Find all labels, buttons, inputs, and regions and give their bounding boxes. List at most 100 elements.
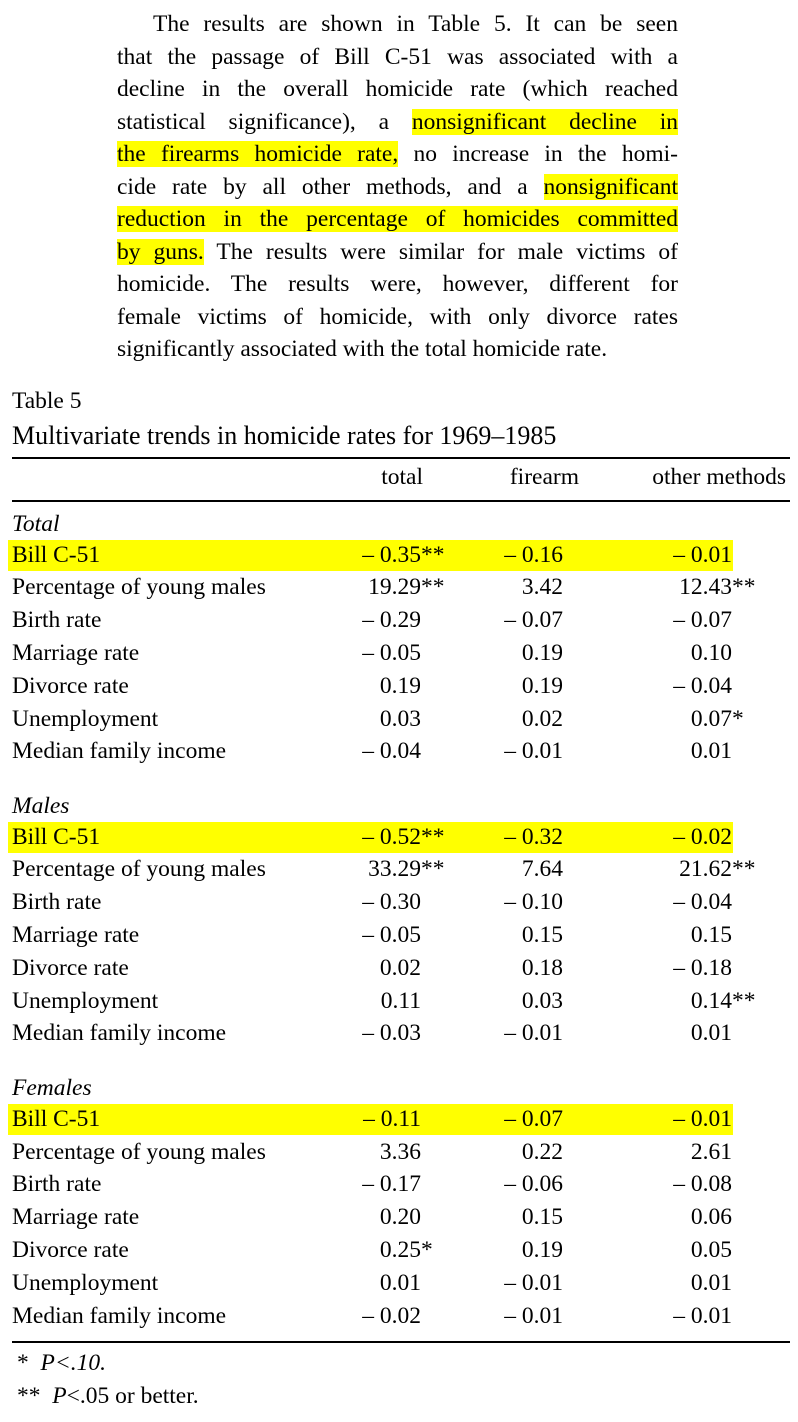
paragraph-line: reduction in the percentage of homicides… bbox=[117, 203, 678, 236]
row-label: Divorce rate bbox=[12, 1236, 129, 1263]
value-cell: – 0.30 bbox=[362, 887, 421, 918]
value: 0.07 bbox=[690, 705, 732, 732]
value: – 0.08 bbox=[673, 1171, 732, 1198]
value-cell: – 0.07 bbox=[504, 1104, 563, 1135]
value-cell: – 0.04 bbox=[673, 671, 732, 702]
value: – 0.29 bbox=[362, 607, 421, 634]
value-cell: 3.42 bbox=[522, 572, 563, 603]
value: 0.25 bbox=[379, 1236, 421, 1263]
paragraph-line: The results are shown in Table 5. It can… bbox=[117, 8, 678, 41]
section-heading: Females bbox=[0, 1073, 798, 1104]
footnote-2: ** P<.05 or better. bbox=[17, 1383, 199, 1410]
table-row: Percentage of young males 3.36 0.22 2.61 bbox=[0, 1137, 798, 1168]
value-cell: – 0.11 bbox=[363, 1104, 421, 1135]
column-header-firearm: firearm bbox=[509, 464, 579, 490]
value: – 0.01 bbox=[504, 1020, 563, 1047]
row-label: Median family income bbox=[12, 1020, 227, 1047]
value-cell: – 0.18 bbox=[673, 953, 732, 984]
row-label: Divorce rate bbox=[12, 954, 129, 981]
value: 21.62 bbox=[679, 856, 732, 883]
paragraph-line: cide rate by all other methods, and a no… bbox=[117, 171, 678, 204]
value-cell: – 0.52 ** bbox=[362, 822, 444, 853]
paragraph-line: statistical significance), a nonsignific… bbox=[117, 106, 679, 139]
text-segment: that the passage of Bill C-51 was associ… bbox=[117, 43, 678, 70]
value-cell: 0.22 bbox=[522, 1137, 563, 1168]
value-cell: – 0.07 bbox=[504, 605, 563, 636]
value-cell: – 0.01 bbox=[504, 1268, 563, 1299]
table-row: Marriage rate – 0.05 0.19 0.10 bbox=[0, 638, 798, 669]
value-cell: 0.01 bbox=[380, 1268, 421, 1299]
text-segment: decline in the overall homicide rate (wh… bbox=[117, 76, 678, 102]
value-cell: – 0.02 bbox=[362, 1301, 421, 1332]
value: 0.03 bbox=[379, 705, 421, 732]
table-row: Birth rate – 0.29 – 0.07 – 0.07 bbox=[0, 605, 798, 636]
highlighted-text: the firearms homicide rate, bbox=[117, 141, 399, 167]
value: – 0.16 bbox=[504, 541, 563, 568]
value-cell: – 0.03 bbox=[362, 1018, 421, 1049]
table-label: Table 5 bbox=[12, 388, 82, 414]
row-label: Unemployment bbox=[12, 1269, 159, 1296]
value-cell: 7.64 bbox=[522, 854, 563, 885]
highlighted-text: by guns. bbox=[117, 238, 204, 265]
value-cell: 0.19 bbox=[522, 1235, 563, 1266]
table-row: Divorce rate 0.19 0.19 – 0.04 bbox=[0, 671, 798, 702]
value: 0.01 bbox=[690, 1269, 732, 1296]
value-cell: – 0.32 bbox=[504, 822, 563, 853]
section-name: Females bbox=[12, 1075, 92, 1102]
row-label: Divorce rate bbox=[12, 672, 129, 699]
value: 12.43 bbox=[679, 574, 732, 601]
value-cell: 0.15 bbox=[522, 920, 563, 951]
value: 7.64 bbox=[521, 856, 563, 883]
value-cell: 33.29 ** bbox=[368, 854, 444, 885]
table-row: Median family income – 0.04 – 0.01 0.01 bbox=[0, 736, 798, 767]
value: – 0.32 bbox=[504, 823, 563, 850]
value: 0.02 bbox=[521, 705, 563, 732]
value-cell: – 0.35 ** bbox=[362, 540, 444, 571]
table-row: Median family income – 0.03 – 0.01 0.01 bbox=[0, 1018, 798, 1049]
footnote-text: P<.10. bbox=[40, 1350, 106, 1376]
value-cell: 19.29 ** bbox=[368, 572, 444, 603]
value: 19.29 bbox=[368, 574, 421, 601]
row-label: Percentage of young males bbox=[12, 1138, 266, 1165]
value: 0.14 bbox=[690, 987, 732, 1014]
value-cell: 0.03 bbox=[380, 704, 421, 735]
row-label: Percentage of young males bbox=[12, 574, 266, 601]
value: – 0.17 bbox=[362, 1171, 421, 1198]
column-header-total: total bbox=[381, 464, 423, 490]
value-cell: – 0.06 bbox=[504, 1169, 563, 1200]
text-segment: female victims of homicide, with only di… bbox=[117, 303, 678, 330]
table-row: Divorce rate 0.02 0.18 – 0.18 bbox=[0, 953, 798, 984]
column-header-other-methods: other methods bbox=[652, 464, 786, 490]
row-label: Birth rate bbox=[12, 889, 102, 916]
value-cell: 0.02 bbox=[380, 953, 421, 984]
value: 2.61 bbox=[690, 1138, 732, 1165]
value-cell: 0.19 bbox=[380, 671, 421, 702]
value-cell: – 0.29 bbox=[362, 605, 421, 636]
section-name: Total bbox=[12, 511, 60, 537]
value: 0.19 bbox=[521, 672, 563, 699]
value: 0.15 bbox=[521, 1204, 563, 1231]
value-cell: – 0.10 bbox=[504, 887, 563, 918]
value-cell: 0.19 bbox=[522, 671, 563, 702]
paragraph-line: decline in the overall homicide rate (wh… bbox=[117, 73, 678, 106]
footnote-mark: * bbox=[17, 1350, 29, 1376]
row-label: Marriage rate bbox=[12, 922, 140, 948]
value: 0.19 bbox=[521, 1236, 563, 1263]
value-cell: – 0.05 bbox=[362, 638, 421, 669]
table-row: Marriage rate 0.20 0.15 0.06 bbox=[0, 1202, 798, 1233]
value: – 0.07 bbox=[673, 607, 732, 634]
value: 0.01 bbox=[690, 738, 732, 765]
value: – 0.01 bbox=[504, 738, 563, 765]
highlighted-text: reduction in the percentage of homicides… bbox=[117, 206, 678, 232]
value: – 0.01 bbox=[504, 1302, 563, 1329]
value-cell: – 0.02 bbox=[673, 822, 732, 853]
text-segment: The results are shown in Table 5. It can… bbox=[153, 11, 678, 37]
text-segment: statistical significance), a bbox=[117, 108, 412, 135]
value: – 0.52 bbox=[362, 823, 421, 850]
value: – 0.02 bbox=[362, 1302, 421, 1329]
significance-mark: ** bbox=[732, 856, 756, 883]
value: – 0.04 bbox=[673, 889, 732, 916]
section-heading: Males bbox=[0, 791, 798, 822]
table-bottom-rule bbox=[12, 1341, 790, 1343]
body-paragraph: The results are shown in Table 5. It can… bbox=[117, 8, 679, 366]
